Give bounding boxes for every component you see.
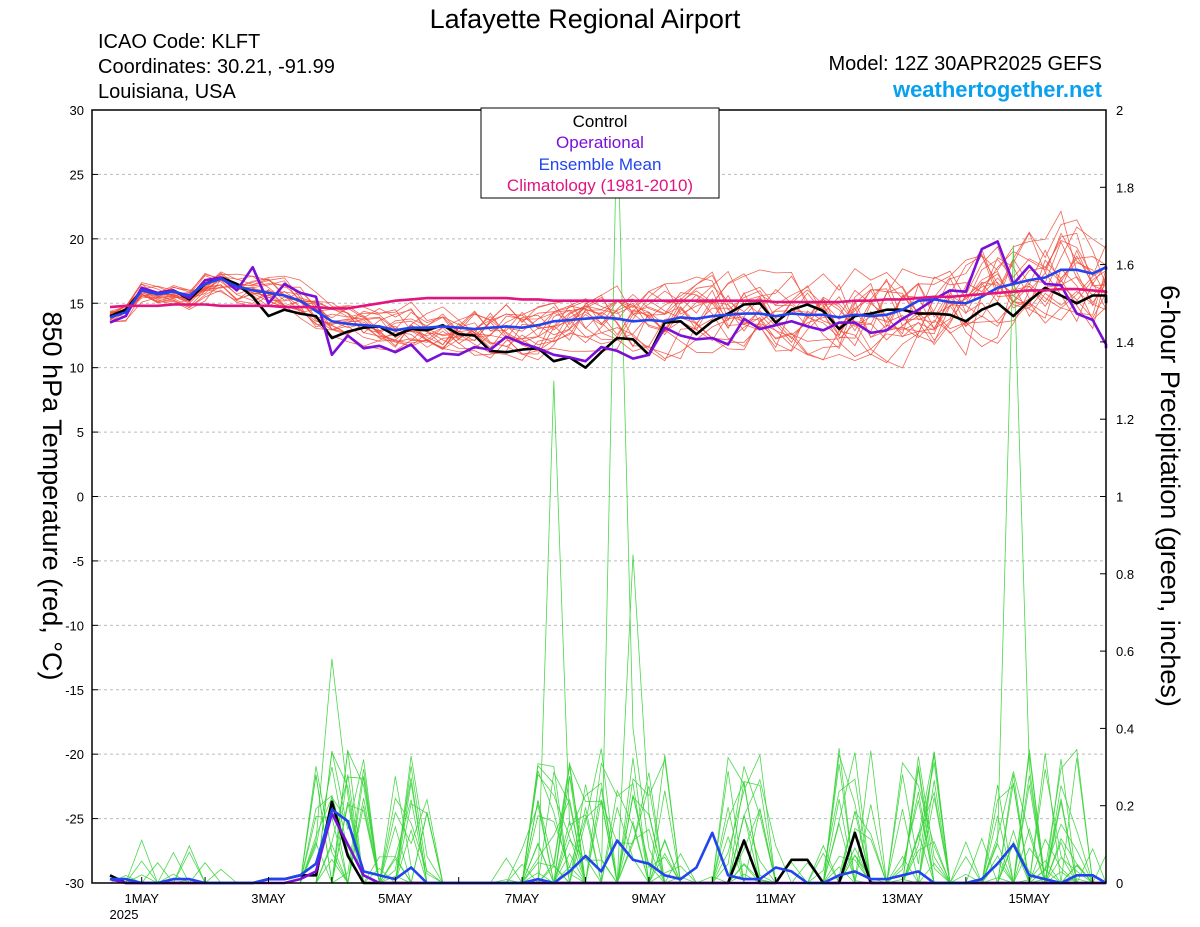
left-tick-label: 20 <box>70 232 84 247</box>
left-tick-label: -10 <box>65 618 84 633</box>
temperature-member-line <box>109 268 1107 352</box>
right-axis-ticks: 2 1.8 1.6 1.4 1.2 1 0.8 0.6 0.4 0.2 0 <box>1100 103 1134 891</box>
precip-member-line <box>110 749 1106 885</box>
icao-code: ICAO Code: KLFT <box>98 31 260 53</box>
right-tick-label: 0.8 <box>1116 567 1134 582</box>
y-left-label: 850 hPa Temperature (red, °C) <box>37 312 67 681</box>
temperature-member-line <box>109 241 1107 356</box>
temperature-ensemble-mean-line <box>109 265 1108 332</box>
x-tick-label: 13MAY <box>882 891 924 906</box>
temperature-member-line <box>109 261 1107 352</box>
right-tick-label: 1.6 <box>1116 258 1134 273</box>
x-tick-label: 5MAY <box>378 891 413 906</box>
left-tick-label: 0 <box>77 490 84 505</box>
left-tick-label: 15 <box>70 296 84 311</box>
chart-title: Lafayette Regional Airport <box>430 4 741 34</box>
x-tick-label: 7MAY <box>505 891 540 906</box>
x-tick-label: 1MAY <box>124 891 159 906</box>
precip-member-line <box>110 751 1106 885</box>
x-tick-label: 9MAY <box>632 891 667 906</box>
legend-operational: Operational <box>556 133 644 152</box>
x-tick-label: 15MAY <box>1008 891 1050 906</box>
brand-link[interactable]: weathertogether.net <box>892 77 1103 102</box>
left-tick-label: -25 <box>65 812 84 827</box>
left-tick-label: -20 <box>65 747 84 762</box>
temperature-member-line <box>109 249 1107 348</box>
right-tick-label: 0.4 <box>1116 721 1134 736</box>
right-tick-label: 0.6 <box>1116 644 1134 659</box>
location: Louisiana, USA <box>98 81 237 103</box>
right-tick-label: 1.8 <box>1116 180 1134 195</box>
coordinates: Coordinates: 30.21, -91.99 <box>98 56 335 78</box>
right-tick-label: 0 <box>1116 876 1123 891</box>
legend-climatology: Climatology (1981-2010) <box>507 176 693 195</box>
model-run: Model: 12Z 30APR2025 GEFS <box>829 53 1102 75</box>
left-tick-label: 25 <box>70 167 84 182</box>
legend: Control Operational Ensemble Mean Climat… <box>480 107 720 199</box>
legend-ensemble-mean: Ensemble Mean <box>539 155 662 174</box>
grid-lines <box>92 173 1106 820</box>
right-tick-label: 1.2 <box>1116 412 1134 427</box>
legend-box <box>480 107 720 199</box>
legend-control: Control <box>573 112 628 131</box>
left-tick-label: -30 <box>65 876 84 891</box>
right-tick-label: 0.2 <box>1116 799 1134 814</box>
left-axis-ticks: 30 25 20 15 10 5 0 -5 -10 -15 -20 -25 -30 <box>65 103 98 891</box>
precip-member-line <box>110 748 1106 885</box>
left-tick-label: 30 <box>70 103 84 118</box>
temperature-member-line <box>109 210 1107 361</box>
right-tick-label: 1.4 <box>1116 335 1134 350</box>
left-tick-label: 10 <box>70 361 84 376</box>
right-tick-label: 1 <box>1116 490 1123 505</box>
x-year-label: 2025 <box>110 907 139 922</box>
precip-member-line <box>110 750 1106 884</box>
y-right-label: 6-hour Precipitation (green, inches) <box>1155 285 1185 707</box>
temperature-control-line <box>109 276 1108 369</box>
x-tick-label: 11MAY <box>755 891 796 906</box>
x-tick-label: 3MAY <box>251 891 286 906</box>
left-tick-label: -15 <box>65 683 84 698</box>
right-tick-label: 2 <box>1116 103 1123 118</box>
temperature-operational-line <box>109 240 1108 363</box>
precip-member-line <box>110 748 1107 884</box>
left-tick-label: -5 <box>72 554 84 569</box>
precip-member-line <box>110 748 1106 884</box>
x-axis-ticks: 1MAY 3MAY 5MAY 7MAY 9MAY 11MAY 13MAY 15MAY <box>124 877 1094 906</box>
temperature-climatology-1981-2010-line <box>109 287 1108 310</box>
left-tick-label: 5 <box>77 425 84 440</box>
